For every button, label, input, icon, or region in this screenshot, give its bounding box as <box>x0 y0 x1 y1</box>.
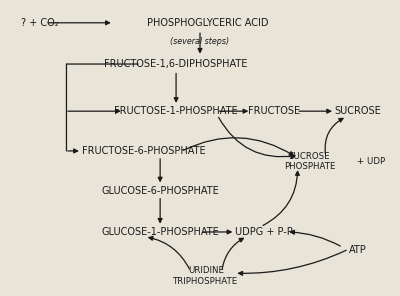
Text: URIDINE
TRIPHOSPHATE: URIDINE TRIPHOSPHATE <box>173 266 239 286</box>
Text: (several steps): (several steps) <box>170 37 230 46</box>
Text: ATP: ATP <box>348 244 366 255</box>
Text: SUCROSE
PHOSPHATE: SUCROSE PHOSPHATE <box>284 152 335 171</box>
Text: ? + CO₂: ? + CO₂ <box>21 18 58 28</box>
Text: PHOSPHOGLYCERIC ACID: PHOSPHOGLYCERIC ACID <box>147 18 269 28</box>
Text: FRUCTOSE-1-PHOSPHATE: FRUCTOSE-1-PHOSPHATE <box>114 106 238 116</box>
Text: FRUCTOSE: FRUCTOSE <box>248 106 300 116</box>
Text: FRUCTOSE-1,6-DIPHOSPHATE: FRUCTOSE-1,6-DIPHOSPHATE <box>104 59 248 69</box>
Text: GLUCOSE-1-PHOSPHATE: GLUCOSE-1-PHOSPHATE <box>101 227 219 237</box>
Text: GLUCOSE-6-PHOSPHATE: GLUCOSE-6-PHOSPHATE <box>101 186 219 196</box>
Text: + UDP: + UDP <box>358 157 386 166</box>
Text: SUCROSE: SUCROSE <box>334 106 381 116</box>
Text: UDPG + P-P: UDPG + P-P <box>235 227 293 237</box>
Text: FRUCTOSE-6-PHOSPHATE: FRUCTOSE-6-PHOSPHATE <box>82 146 206 156</box>
